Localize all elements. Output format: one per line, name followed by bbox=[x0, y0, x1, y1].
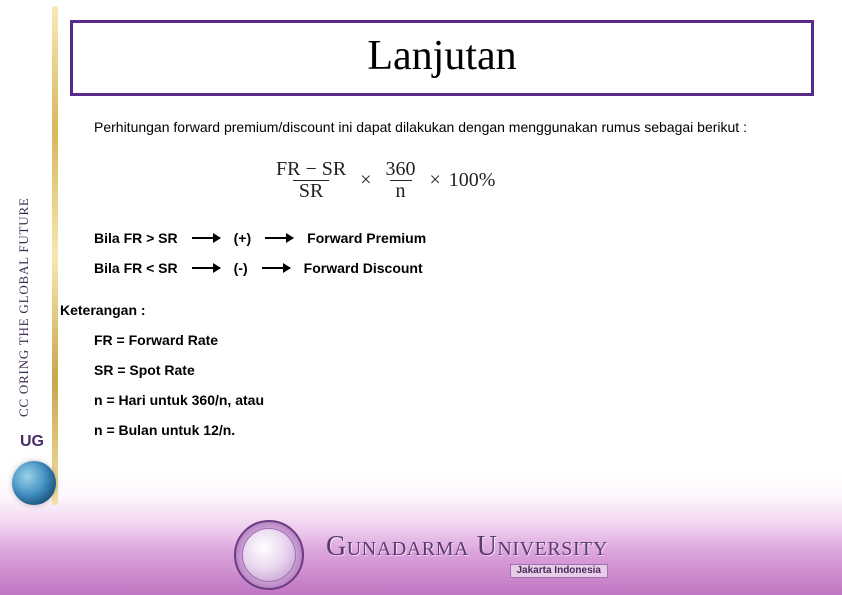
arrow-icon bbox=[262, 267, 290, 269]
university-text: Gunadarma University Jakarta Indonesia bbox=[326, 533, 608, 578]
formula-times-2: × bbox=[430, 169, 441, 192]
condition-sign: (+) bbox=[234, 230, 252, 246]
university-logo-icon bbox=[234, 520, 304, 590]
intro-text: Perhitungan forward premium/discount ini… bbox=[94, 118, 814, 137]
formula-fraction-1: FR − SR SR bbox=[270, 159, 352, 202]
arrow-icon bbox=[192, 237, 220, 239]
condition-sign: (-) bbox=[234, 260, 248, 276]
slide-content: Lanjutan Perhitungan forward premium/dis… bbox=[70, 20, 814, 495]
globe-icon bbox=[12, 461, 56, 505]
keterangan-line: n = Bulan untuk 12/n. bbox=[94, 422, 814, 438]
university-name: Gunadarma University bbox=[326, 533, 608, 561]
formula-frac1-num: FR − SR bbox=[270, 159, 352, 180]
condition-rhs: Forward Discount bbox=[304, 260, 423, 276]
formula-percent: 100% bbox=[449, 169, 496, 192]
sidebar-rotated-label: CC ORING THE GLOBAL FUTURE bbox=[16, 197, 32, 417]
formula-times-1: × bbox=[360, 169, 371, 192]
keterangan-title: Keterangan : bbox=[60, 302, 814, 318]
condition-lhs: Bila FR < SR bbox=[94, 260, 178, 276]
title-box: Lanjutan bbox=[70, 20, 814, 96]
keterangan-line: SR = Spot Rate bbox=[94, 362, 814, 378]
slide-title: Lanjutan bbox=[91, 33, 793, 79]
sidebar-vertical-text: CC ORING THE GLOBAL FUTURE bbox=[8, 27, 56, 417]
arrow-icon bbox=[265, 237, 293, 239]
sidebar: CC ORING THE GLOBAL FUTURE UG bbox=[8, 6, 56, 505]
formula-frac2-num: 360 bbox=[380, 159, 422, 180]
condition-row: Bila FR < SR (-) Forward Discount bbox=[94, 260, 814, 276]
sidebar-ug-badge: UG bbox=[8, 433, 56, 451]
formula-frac1-den: SR bbox=[293, 180, 329, 202]
keterangan-line: FR = Forward Rate bbox=[94, 332, 814, 348]
condition-lhs: Bila FR > SR bbox=[94, 230, 178, 246]
formula: FR − SR SR × 360 n × 100% bbox=[270, 159, 814, 202]
formula-frac2-den: n bbox=[390, 180, 412, 202]
keterangan-line: n = Hari untuk 360/n, atau bbox=[94, 392, 814, 408]
arrow-icon bbox=[192, 267, 220, 269]
conditions-block: Bila FR > SR (+) Forward Premium Bila FR… bbox=[94, 230, 814, 276]
formula-fraction-2: 360 n bbox=[380, 159, 422, 202]
condition-row: Bila FR > SR (+) Forward Premium bbox=[94, 230, 814, 246]
condition-rhs: Forward Premium bbox=[307, 230, 426, 246]
university-location: Jakarta Indonesia bbox=[510, 564, 608, 578]
footer: Gunadarma University Jakarta Indonesia bbox=[0, 515, 842, 595]
